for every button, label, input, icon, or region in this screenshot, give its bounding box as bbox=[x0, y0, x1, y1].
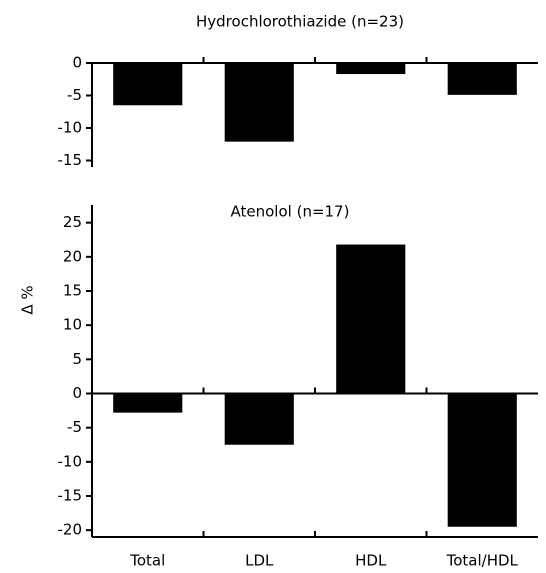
y-tick-label: -15 bbox=[58, 151, 83, 169]
y-tick-label: 25 bbox=[63, 213, 82, 231]
y-tick-label: -5 bbox=[67, 86, 82, 104]
y-tick-label: -15 bbox=[58, 487, 83, 505]
y-tick-label: 10 bbox=[63, 316, 82, 334]
chart-title: Hydrochlorothiazide (n=23) bbox=[196, 13, 404, 31]
y-tick-label: 20 bbox=[63, 247, 82, 265]
bar bbox=[336, 244, 406, 394]
y-tick-label: -5 bbox=[67, 418, 82, 436]
y-tick-label: 0 bbox=[72, 384, 82, 402]
bar bbox=[113, 63, 183, 106]
y-tick-label: 5 bbox=[72, 350, 82, 368]
bar bbox=[447, 63, 517, 95]
x-tick-label: LDL bbox=[245, 552, 274, 570]
bar bbox=[113, 393, 183, 413]
bar bbox=[336, 63, 406, 75]
x-tick-label: HDL bbox=[355, 552, 387, 570]
chart-title: Atenolol (n=17) bbox=[231, 203, 350, 221]
x-tick-label: Total/HDL bbox=[446, 552, 519, 570]
y-axis-label: Δ % bbox=[19, 285, 37, 314]
y-tick-label: -20 bbox=[58, 521, 83, 539]
x-tick-label: Total bbox=[129, 552, 165, 570]
y-tick-label: -10 bbox=[58, 452, 83, 470]
y-tick-label: 0 bbox=[72, 54, 82, 72]
y-tick-label: 15 bbox=[63, 282, 82, 300]
bar bbox=[224, 393, 294, 445]
bar bbox=[447, 393, 517, 527]
y-tick-label: -10 bbox=[58, 119, 83, 137]
bar bbox=[224, 63, 294, 142]
